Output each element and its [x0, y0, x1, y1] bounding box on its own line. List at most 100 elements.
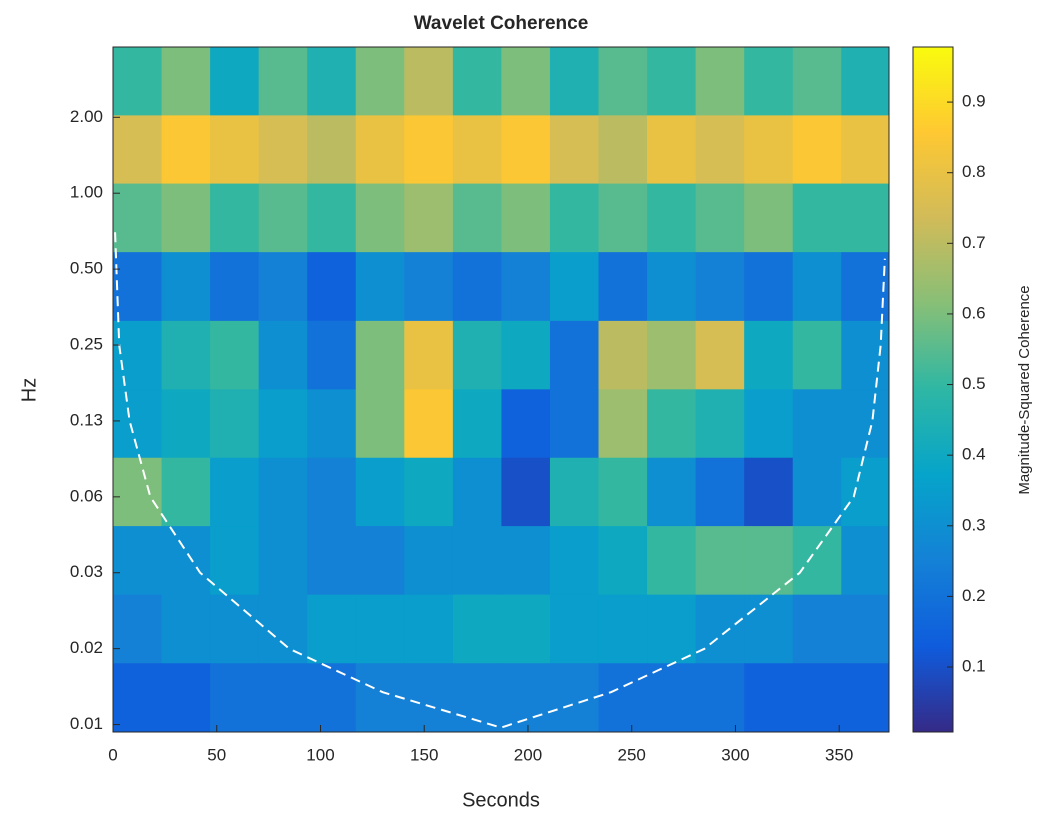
heat-cell — [647, 252, 697, 322]
y-tick-label: 0.03 — [70, 562, 103, 581]
heat-cell — [307, 526, 357, 596]
heat-cell — [549, 320, 600, 390]
heat-cell — [598, 47, 648, 116]
heat-cell — [258, 47, 308, 116]
colorbar-tick-label: 0.5 — [962, 374, 986, 393]
heat-cell — [210, 594, 260, 664]
heat-cell — [501, 594, 551, 664]
heat-cell — [161, 663, 211, 732]
heat-cell — [258, 526, 308, 596]
heat-cell — [452, 115, 502, 185]
heat-cell — [792, 457, 842, 527]
heat-cell — [113, 252, 163, 322]
heat-cell — [841, 252, 889, 322]
heat-cell — [598, 320, 648, 390]
x-tick-label: 200 — [514, 745, 542, 764]
heat-cell — [549, 252, 600, 322]
heat-cell — [258, 594, 308, 664]
heat-cell — [404, 594, 454, 664]
heat-cell — [355, 252, 405, 322]
heat-cell — [355, 594, 405, 664]
heat-cell — [452, 320, 502, 390]
y-tick-label: 0.02 — [70, 638, 103, 657]
heat-cell — [647, 457, 697, 527]
heat-cell — [549, 47, 600, 116]
heat-cell — [258, 252, 308, 322]
heat-cell — [452, 526, 502, 596]
heat-cell — [549, 526, 600, 596]
heat-cell — [161, 183, 211, 253]
heat-cell — [307, 183, 357, 253]
heat-cell — [452, 47, 502, 116]
heat-cell — [695, 252, 745, 322]
heat-cell — [210, 526, 260, 596]
heat-cell — [598, 594, 648, 664]
heat-cell — [792, 526, 842, 596]
colorbar-label: Magnitude-Squared Coherence — [1016, 285, 1033, 494]
heat-cell — [355, 457, 405, 527]
heat-cell — [161, 320, 211, 390]
heat-cell — [452, 663, 502, 732]
heat-cell — [210, 252, 260, 322]
heat-cell — [161, 47, 211, 116]
heat-cell — [501, 457, 551, 527]
heat-cell — [501, 47, 551, 116]
heat-cell — [258, 183, 308, 253]
colorbar-tick-label: 0.8 — [962, 162, 986, 181]
y-tick-label: 0.25 — [70, 335, 103, 354]
heat-cell — [404, 115, 454, 185]
heat-cell — [792, 115, 842, 185]
heat-cell — [841, 47, 889, 116]
heat-cell — [695, 389, 745, 459]
heat-cell — [161, 115, 211, 185]
heat-cell — [113, 320, 163, 390]
heat-cell — [598, 526, 648, 596]
heat-cell — [404, 183, 454, 253]
heat-cell — [792, 183, 842, 253]
heat-cell — [647, 183, 697, 253]
heat-cell — [744, 594, 794, 664]
heat-cell — [307, 47, 357, 116]
heat-cell — [549, 389, 600, 459]
x-tick-label: 50 — [207, 745, 226, 764]
heat-cell — [404, 457, 454, 527]
heat-cell — [161, 389, 211, 459]
heat-cell — [841, 594, 889, 664]
heat-cell — [113, 594, 163, 664]
y-tick-label: 0.01 — [70, 714, 103, 733]
heat-cell — [647, 115, 697, 185]
heat-cell — [355, 320, 405, 390]
heat-cell — [355, 526, 405, 596]
heat-cell — [598, 389, 648, 459]
heat-cell — [404, 47, 454, 116]
heat-cell — [258, 663, 308, 732]
heat-cell — [404, 526, 454, 596]
heat-cell — [355, 115, 405, 185]
heat-cell — [501, 183, 551, 253]
heat-cell — [258, 115, 308, 185]
heat-cell — [113, 457, 163, 527]
y-tick-label: 0.13 — [70, 410, 103, 429]
heat-cell — [695, 115, 745, 185]
heat-cell — [501, 320, 551, 390]
colorbar-tick-label: 0.2 — [962, 586, 986, 605]
y-tick-label: 0.50 — [70, 259, 103, 278]
heatmap — [113, 47, 889, 732]
heat-cell — [404, 663, 454, 732]
heat-cell — [744, 663, 794, 732]
heat-cell — [744, 115, 794, 185]
heat-cell — [307, 457, 357, 527]
heat-cell — [161, 252, 211, 322]
heat-cell — [792, 389, 842, 459]
heat-cell — [501, 389, 551, 459]
heat-cell — [598, 457, 648, 527]
heat-cell — [695, 663, 745, 732]
heat-cell — [841, 183, 889, 253]
heat-cell — [647, 594, 697, 664]
heat-cell — [695, 183, 745, 253]
heat-cell — [501, 526, 551, 596]
heat-cell — [744, 183, 794, 253]
heat-cell — [307, 663, 357, 732]
heat-cell — [210, 457, 260, 527]
heat-cell — [792, 594, 842, 664]
